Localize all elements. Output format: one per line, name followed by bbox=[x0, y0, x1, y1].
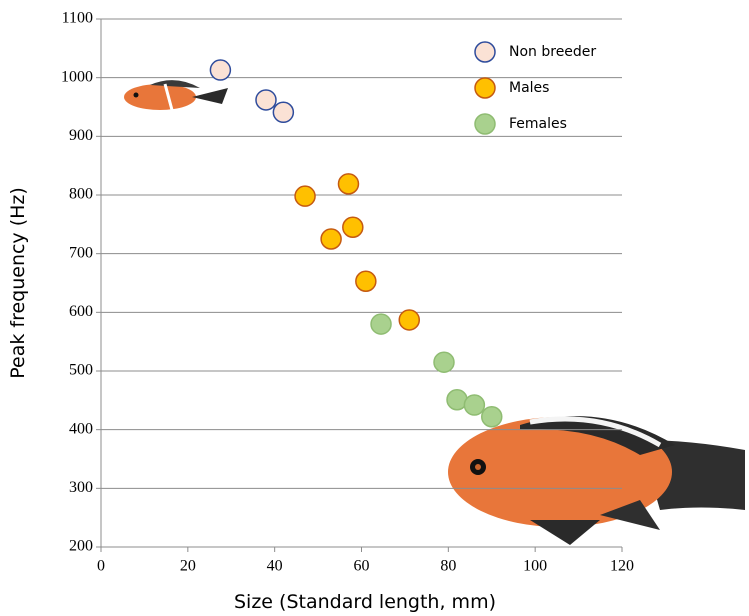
chart: Size (Standard length, mm) Peak frequenc… bbox=[0, 0, 749, 616]
data-point bbox=[482, 407, 502, 427]
y-tick-label: 900 bbox=[69, 127, 93, 144]
legend-marker bbox=[475, 114, 495, 134]
y-tick-label: 500 bbox=[69, 362, 93, 379]
x-tick-label: 120 bbox=[610, 558, 634, 575]
data-point bbox=[343, 217, 363, 237]
data-point bbox=[256, 90, 276, 110]
x-tick-label: 60 bbox=[354, 558, 370, 575]
data-point bbox=[321, 229, 341, 249]
x-tick-label: 100 bbox=[523, 558, 547, 575]
data-point bbox=[273, 102, 293, 122]
x-axis-title: Size (Standard length, mm) bbox=[234, 591, 496, 613]
x-tick-label: 80 bbox=[440, 558, 456, 575]
data-point bbox=[295, 186, 315, 206]
legend-label: Males bbox=[509, 80, 549, 96]
y-tick-label: 1000 bbox=[61, 68, 93, 85]
data-point bbox=[210, 60, 230, 80]
data-point bbox=[371, 314, 391, 334]
data-point bbox=[338, 174, 358, 194]
data-point bbox=[399, 310, 419, 330]
fish-small bbox=[124, 80, 228, 110]
y-tick-label: 700 bbox=[69, 244, 93, 261]
y-tick-label: 400 bbox=[69, 420, 93, 437]
legend-marker bbox=[475, 42, 495, 62]
y-tick-label: 800 bbox=[69, 186, 93, 203]
data-point bbox=[464, 395, 484, 415]
y-tick-label: 200 bbox=[69, 538, 93, 555]
data-point bbox=[434, 352, 454, 372]
legend-label: Females bbox=[509, 116, 567, 132]
x-tick-label: 40 bbox=[267, 558, 283, 575]
fish-large bbox=[448, 416, 745, 545]
data-point bbox=[356, 271, 376, 291]
x-tick-label: 20 bbox=[180, 558, 196, 575]
y-tick-label: 600 bbox=[69, 303, 93, 320]
legend-marker bbox=[475, 78, 495, 98]
y-tick-label: 300 bbox=[69, 479, 93, 496]
x-tick-label: 0 bbox=[97, 558, 105, 575]
y-tick-label: 1100 bbox=[62, 10, 93, 27]
legend-label: Non breeder bbox=[509, 44, 596, 60]
y-axis-title: Peak frequency (Hz) bbox=[7, 187, 29, 379]
